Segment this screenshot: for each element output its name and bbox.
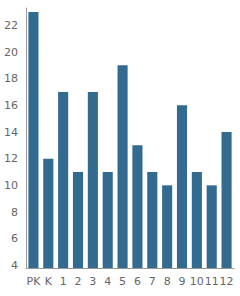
svg-text:22: 22 (4, 19, 18, 32)
svg-text:14: 14 (4, 126, 18, 139)
svg-text:K: K (45, 275, 53, 288)
svg-text:5: 5 (119, 275, 126, 288)
svg-text:4: 4 (11, 259, 18, 272)
svg-text:2: 2 (75, 275, 82, 288)
svg-text:1: 1 (60, 275, 67, 288)
svg-text:10: 10 (4, 179, 18, 192)
svg-text:16: 16 (4, 99, 18, 112)
svg-text:9: 9 (179, 275, 186, 288)
svg-text:7: 7 (149, 275, 156, 288)
svg-text:12: 12 (220, 275, 234, 288)
svg-text:12: 12 (4, 152, 18, 165)
svg-text:6: 6 (11, 232, 18, 245)
svg-text:11: 11 (205, 275, 219, 288)
svg-text:8: 8 (11, 206, 18, 219)
svg-text:10: 10 (190, 275, 204, 288)
svg-text:PK: PK (26, 275, 41, 288)
svg-text:6: 6 (134, 275, 141, 288)
svg-text:8: 8 (164, 275, 171, 288)
svg-text:3: 3 (89, 275, 96, 288)
svg-text:4: 4 (104, 275, 111, 288)
svg-text:20: 20 (4, 46, 18, 59)
svg-text:18: 18 (4, 72, 18, 85)
